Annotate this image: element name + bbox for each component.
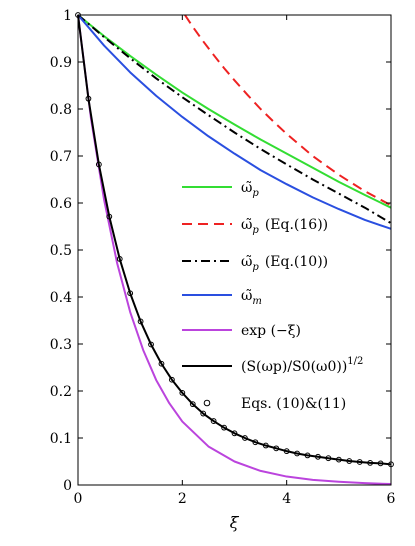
legend-label-main: exp (−ξ) bbox=[241, 323, 301, 339]
series-marker bbox=[221, 424, 227, 431]
series-marker bbox=[189, 401, 196, 408]
legend-marker bbox=[203, 399, 211, 407]
x-tick-label: 2 bbox=[178, 491, 187, 507]
y-tick-label: 0.3 bbox=[50, 337, 72, 353]
legend-label-extra: 1/2 bbox=[347, 356, 363, 367]
x-tick-label: 6 bbox=[387, 491, 396, 507]
y-tick-label: 0.8 bbox=[50, 102, 72, 118]
series-marker bbox=[148, 341, 154, 348]
y-tick-label: 0.4 bbox=[50, 290, 72, 306]
x-axis-label: ξ bbox=[230, 513, 240, 532]
legend-label: ω̃m bbox=[241, 288, 262, 307]
legend-label: ω̃p (Eq.(16)) bbox=[241, 217, 328, 236]
series-layer bbox=[75, 12, 394, 486]
legend-label: (S(ωp)/S0(ω0))1/2 bbox=[241, 356, 363, 375]
ticks-layer: 0 2 4 6 0 0.1 0.2 0.3 0.4 0.5 0.6 0.7 0.8 0.9 1 bbox=[50, 8, 396, 507]
series-marker bbox=[169, 376, 175, 383]
series-marker bbox=[179, 389, 186, 396]
legend-label-subscript: p bbox=[252, 262, 259, 273]
series-marker bbox=[356, 459, 363, 465]
series-line-2 bbox=[77, 14, 392, 225]
series-marker bbox=[367, 460, 374, 466]
series-marker bbox=[242, 435, 248, 441]
series-marker bbox=[127, 290, 134, 297]
series-line-1 bbox=[184, 14, 392, 207]
series-marker bbox=[377, 460, 384, 467]
series-marker bbox=[116, 256, 123, 262]
legend-label: exp (−ξ) bbox=[241, 323, 301, 339]
series-marker bbox=[106, 213, 113, 220]
legend-label-subscript: p bbox=[252, 225, 259, 236]
series-marker bbox=[210, 418, 217, 424]
legend-label: ω̃p (Eq.(10)) bbox=[241, 254, 328, 273]
series-line-5 bbox=[77, 14, 392, 466]
legend-label-main: ω̃ bbox=[241, 217, 252, 233]
legend-label-main: ω̃ bbox=[241, 254, 252, 270]
series-marker bbox=[158, 360, 165, 367]
series-marker bbox=[315, 453, 321, 460]
y-tick-label: 0.9 bbox=[50, 55, 72, 71]
plot-frame bbox=[77, 14, 392, 486]
y-tick-label: 0.5 bbox=[50, 243, 72, 259]
x-tick-label: 4 bbox=[282, 491, 291, 507]
legend-label-main: ω̃ bbox=[241, 180, 252, 196]
legend-label-extra: (Eq.(10)) bbox=[265, 254, 328, 270]
series-line-4 bbox=[77, 14, 392, 486]
series-marker bbox=[304, 452, 311, 459]
legend-label-subscript: m bbox=[252, 296, 261, 307]
y-tick-label: 0.7 bbox=[50, 149, 72, 165]
legend-label-main: Eqs. (10)&(11) bbox=[241, 396, 346, 412]
series-marker bbox=[335, 456, 342, 463]
x-tick-label: 0 bbox=[74, 491, 83, 507]
y-tick-label: 0.6 bbox=[50, 196, 72, 212]
series-marker bbox=[85, 95, 92, 102]
series-marker bbox=[95, 161, 102, 168]
series-marker bbox=[283, 448, 290, 455]
legend-label-main: (S(ωp)/S0(ω0)) bbox=[241, 359, 347, 375]
series-marker bbox=[262, 442, 269, 449]
y-tick-label: 1 bbox=[63, 8, 72, 24]
series-marker bbox=[137, 318, 144, 325]
series-line-3 bbox=[77, 14, 392, 230]
series-marker bbox=[325, 455, 332, 462]
legend-label-extra: (Eq.(16)) bbox=[265, 217, 328, 233]
y-tick-label: 0.1 bbox=[50, 431, 72, 447]
legend-label-main: ω̃ bbox=[241, 288, 252, 304]
series-marker bbox=[200, 410, 207, 417]
y-tick-label: 0 bbox=[63, 478, 72, 494]
series-marker bbox=[346, 458, 353, 464]
series-marker bbox=[273, 445, 280, 452]
legend-label: ω̃p bbox=[241, 180, 259, 199]
series-line-0 bbox=[77, 14, 392, 209]
legend-label: Eqs. (10)&(11) bbox=[241, 396, 346, 412]
y-tick-label: 0.2 bbox=[50, 384, 72, 400]
series-marker bbox=[231, 430, 238, 437]
series-marker bbox=[294, 450, 301, 457]
plot-area bbox=[78, 15, 391, 485]
series-marker bbox=[252, 439, 259, 446]
legend-label-subscript: p bbox=[252, 188, 259, 199]
